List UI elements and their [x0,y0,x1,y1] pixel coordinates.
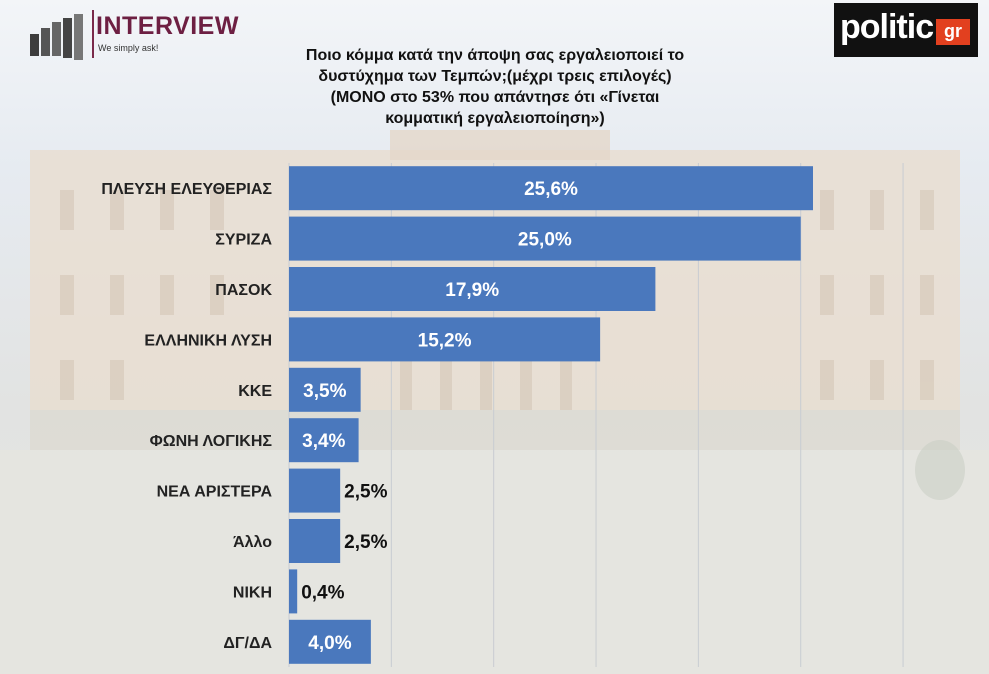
category-label: ΣΥΡΙΖΑ [215,232,272,249]
chart-title-line: Ποιο κόμμα κατά την άποψη σας εργαλειοπο… [305,47,685,64]
bar [289,317,601,362]
category-label: ΝΕΑ ΑΡΙΣΤΕΡΑ [157,484,273,501]
interview-logo: INTERVIEW We simply ask! [28,8,258,64]
bar [289,468,341,513]
bar-logo-icon [30,14,83,60]
bar [289,267,656,311]
bar [289,418,359,463]
logo-divider [92,10,94,58]
bar [289,367,361,412]
category-label: Άλλο [233,534,272,551]
category-label: ΦΩΝΗ ΛΟΓΙΚΗΣ [150,433,273,450]
politic-logo-suffix: gr [936,19,970,45]
politic-logo-name: politic [840,8,934,46]
chart-title-line: (ΜΟΝΟ στο 53% που απάντησε ότι «Γίνεται [330,89,660,106]
interview-logo-tagline: We simply ask! [98,43,159,53]
value-label: 4,0% [308,633,351,654]
value-label: 2,5% [344,482,387,503]
bar [289,166,813,211]
category-label: ΝΙΚΗ [233,584,272,601]
value-label: 2,5% [344,532,387,553]
value-label: 0,4% [301,582,344,603]
politic-logo: politic gr [834,3,978,57]
value-label: 17,9% [445,280,499,301]
value-label: 25,0% [518,230,572,251]
bar [289,569,298,614]
category-label: ΔΓ/ΔΑ [223,635,272,652]
chart-title: Ποιο κόμμα κατά την άποψη σας εργαλειοπο… [220,45,770,129]
interview-logo-name: INTERVIEW [96,12,239,40]
chart-title-line: δυστύχημα των Τεμπών;(μέχρι τρεις επιλογ… [318,68,672,85]
bar [289,216,801,261]
value-label: 15,2% [418,330,472,351]
value-label: 3,5% [303,381,346,402]
chart-title-line: κομματική εργαλειοποίηση») [385,110,605,127]
category-label: ΠΑΣΟΚ [215,282,272,299]
category-label: ΕΛΛΗΝΙΚΗ ΛΥΣΗ [144,332,272,349]
value-label: 25,6% [524,179,578,200]
value-label: 3,4% [302,431,345,452]
category-label: ΚΚΕ [238,383,272,400]
bar [289,619,371,664]
bar [289,519,341,563]
category-label: ΠΛΕΥΣΗ ΕΛΕΥΘΕΡΙΑΣ [101,181,272,198]
